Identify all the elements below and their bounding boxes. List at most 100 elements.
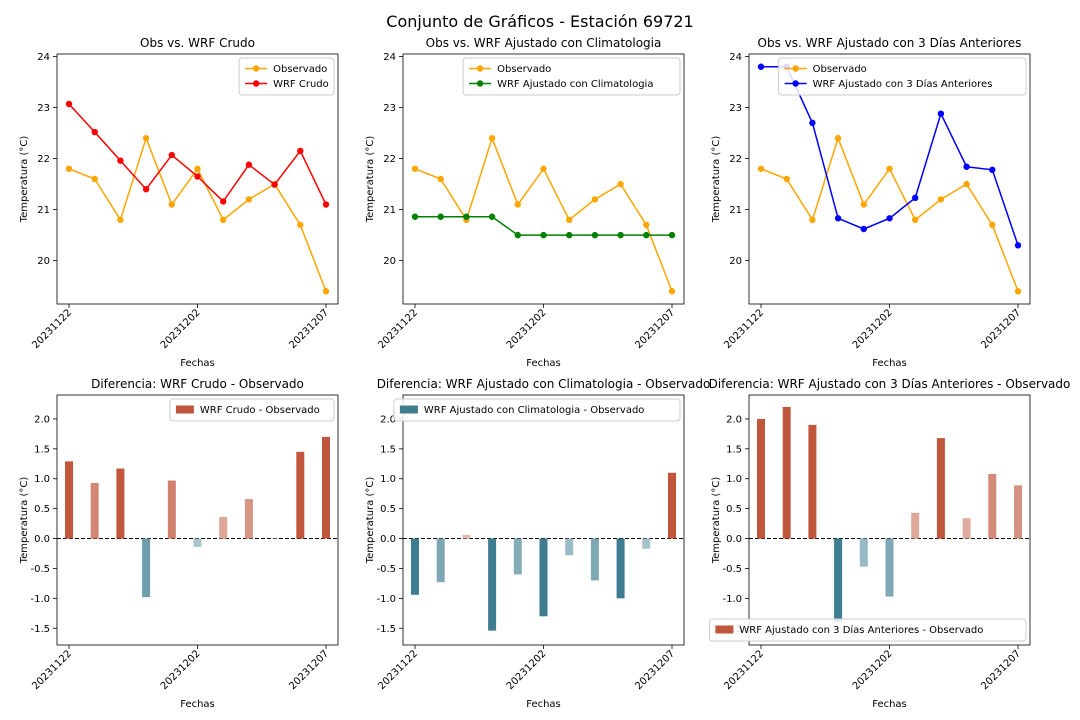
bar xyxy=(167,480,176,539)
bar xyxy=(116,468,125,539)
legend-swatch-bar xyxy=(175,405,194,414)
y-axis-label: Temperatura (°C) xyxy=(19,136,30,224)
data-point xyxy=(488,134,496,142)
x-tick-label: 20231202 xyxy=(159,648,203,692)
x-tick-label: 20231207 xyxy=(287,648,331,692)
bar xyxy=(1014,485,1022,539)
y-tick-label: 22 xyxy=(729,154,742,165)
data-point xyxy=(886,215,893,222)
legend: WRF Ajustado con 3 Días Anteriores - Obs… xyxy=(708,618,1027,642)
data-point xyxy=(91,175,98,183)
x-tick-label: 20231122 xyxy=(376,307,420,351)
subplot-5: Diferencia: WRF Ajustado con Climatologi… xyxy=(365,377,710,710)
bar xyxy=(988,473,997,539)
legend-label: WRF Ajustado con Climatologia - Observad… xyxy=(424,405,645,416)
x-tick-label: 20231202 xyxy=(851,307,895,351)
axes-frame xyxy=(748,53,1031,305)
data-point xyxy=(245,196,253,203)
x-tick-label: 20231202 xyxy=(851,648,895,692)
data-point xyxy=(989,166,996,174)
y-tick-label: -0.5 xyxy=(30,564,50,575)
legend-box xyxy=(169,398,335,422)
axes-frame xyxy=(56,394,339,646)
y-tick-label: 24 xyxy=(383,52,396,63)
y-tick-label: -0.5 xyxy=(376,564,396,575)
y-tick-label: 22 xyxy=(37,154,50,165)
legend-swatch-marker xyxy=(252,65,260,72)
legend-swatch-marker xyxy=(476,65,484,72)
data-point xyxy=(1014,242,1022,249)
legend-label: Observado xyxy=(497,64,551,75)
data-point xyxy=(322,288,330,295)
data-point xyxy=(142,186,150,193)
data-point xyxy=(117,157,124,164)
y-tick-label: 0.0 xyxy=(380,534,396,545)
y-tick-label: -1.0 xyxy=(722,594,742,605)
legend-swatch-bar xyxy=(715,625,734,634)
legend-label: WRF Crudo - Observado xyxy=(200,405,320,416)
data-point xyxy=(514,231,521,239)
bar xyxy=(808,424,817,539)
legend-box xyxy=(462,57,681,96)
y-tick-label: 23 xyxy=(383,103,396,114)
bar xyxy=(436,538,445,583)
data-point xyxy=(194,173,201,180)
y-tick-label: 22 xyxy=(383,154,396,165)
data-point xyxy=(591,196,599,203)
data-point xyxy=(989,221,996,229)
bar xyxy=(885,538,894,597)
data-point xyxy=(963,180,970,188)
data-point xyxy=(566,231,573,239)
data-point xyxy=(168,151,175,159)
legend-label: Observado xyxy=(273,64,327,75)
y-tick-label: 0.0 xyxy=(726,534,742,545)
series-line-1 xyxy=(760,135,1019,292)
x-tick-label: 20231207 xyxy=(633,648,677,692)
x-tick-label: 20231122 xyxy=(722,307,766,351)
bar xyxy=(244,499,253,539)
bar xyxy=(462,534,471,539)
legend: Observado WRF Crudo xyxy=(238,57,335,96)
legend-label: WRF Ajustado con 3 Días Anteriores - Obs… xyxy=(739,624,983,636)
bar xyxy=(219,517,228,539)
y-tick-label: 2.0 xyxy=(726,414,742,425)
data-point xyxy=(834,134,842,142)
legend-swatch-bar xyxy=(399,405,418,414)
axes-frame xyxy=(402,394,685,646)
x-tick-label: 20231122 xyxy=(376,648,420,692)
data-point xyxy=(757,165,765,172)
y-tick-label: -1.0 xyxy=(30,594,50,605)
data-point xyxy=(488,213,496,220)
data-point xyxy=(540,231,547,239)
x-axis-label: Fechas xyxy=(872,358,907,369)
data-point xyxy=(668,288,676,295)
subplot-1: Obs vs. WRF Crudo 20 21 22 23 24 20231122 20231… xyxy=(19,36,339,369)
x-axis-label: Fechas xyxy=(526,358,561,369)
bar xyxy=(911,512,920,539)
legend: WRF Ajustado con Climatologia - Observad… xyxy=(393,398,681,422)
data-point xyxy=(963,163,970,170)
data-point xyxy=(65,100,73,108)
data-point xyxy=(65,165,73,172)
subplot-title: Diferencia: WRF Ajustado con 3 Días Ante… xyxy=(709,377,1071,391)
x-axis-label: Fechas xyxy=(180,358,215,369)
data-point xyxy=(437,213,444,220)
subplot-3: Obs vs. WRF Ajustado con 3 Días Anterior… xyxy=(711,36,1031,369)
y-tick-label: 21 xyxy=(383,205,396,216)
data-point xyxy=(220,198,227,205)
x-tick-label: 20231207 xyxy=(633,307,677,351)
subplot-title: Obs vs. WRF Ajustado con Climatologia xyxy=(426,36,662,50)
data-point xyxy=(757,63,765,70)
data-point xyxy=(463,213,470,220)
bar xyxy=(488,538,497,631)
subplot-4: Diferencia: WRF Crudo - Observado -1.5 -1.… xyxy=(19,377,339,710)
y-tick-label: 1.0 xyxy=(380,474,396,485)
data-point xyxy=(860,225,867,233)
legend-swatch-marker xyxy=(792,65,799,72)
x-axis-label: Fechas xyxy=(526,699,561,710)
data-point xyxy=(271,181,278,188)
data-point xyxy=(617,180,624,188)
y-tick-label: 24 xyxy=(729,52,742,63)
data-point xyxy=(245,161,253,168)
bar xyxy=(322,436,330,539)
